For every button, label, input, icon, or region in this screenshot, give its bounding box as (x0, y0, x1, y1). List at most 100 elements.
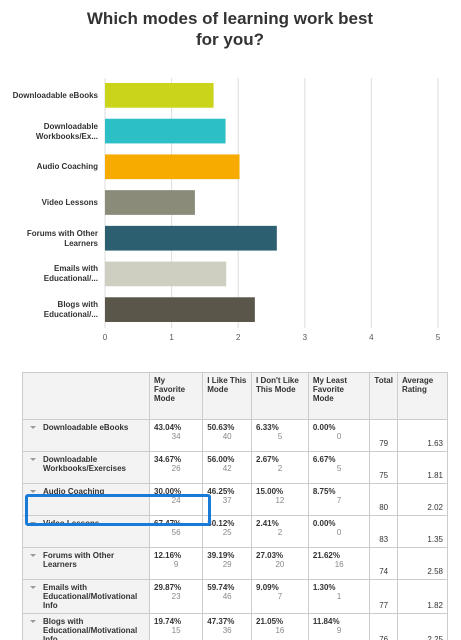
total-cell: 80 (369, 483, 398, 516)
average-cell: 1.35 (396, 515, 449, 548)
bar (105, 83, 214, 108)
cell-count: 0 (336, 432, 342, 441)
category-label: Blogs with Educational/... (43, 300, 98, 320)
average-value: 2.58 (427, 567, 443, 576)
table-row: Blogs with Educational/Motivational Info… (22, 613, 449, 640)
table-cell: 15.00% 12 (251, 483, 309, 516)
corner-header (22, 372, 150, 420)
cell-percent: 30.12% (207, 519, 235, 528)
cell-percent: 29.87% (154, 583, 182, 592)
table-row: Audio Coaching 30.00% 24 46.25% 37 15.00% 12 8.… (22, 483, 449, 516)
cell-percent: 0.00% (312, 519, 336, 528)
column-header: I Don't Like This Mode (251, 372, 309, 420)
table-cell: 21.05% 16 (251, 613, 309, 640)
category-label: Video Lessons (41, 198, 98, 207)
average-cell: 1.63 (396, 419, 449, 452)
column-header: I Like This Mode (202, 372, 253, 420)
total-cell: 83 (369, 515, 398, 548)
table-cell: 50.63% 40 (202, 419, 253, 452)
cell-count: 20 (275, 560, 285, 569)
cell-count: 25 (222, 528, 232, 537)
cell-percent: 6.67% (312, 455, 336, 464)
bar (105, 118, 226, 144)
highlight-box (25, 494, 211, 526)
average-cell: 1.82 (396, 579, 449, 614)
cell-percent: 2.67% (256, 455, 279, 464)
cell-percent: 0.00% (312, 423, 336, 432)
cell-percent: 1.30% (312, 583, 336, 592)
table-cell: 29.87% 23 (148, 579, 204, 614)
cell-percent: 56.00% (207, 455, 235, 464)
chart-title: Which modes of learning work best for yo… (86, 9, 374, 49)
table-row: Downloadable eBooks 43.04% 34 50.63% 40 6.33%… (22, 419, 449, 452)
average-cell: 2.25 (396, 613, 449, 640)
column-header: My Favorite Mode (148, 372, 204, 420)
category-label: Downloadable Workbooks/Ex... (35, 121, 98, 141)
results-table: My Favorite Mode I Like This Mode I Don't … (22, 372, 449, 640)
table-cell: 11.84% 9 (307, 613, 371, 640)
table-cell: 59.74% 46 (202, 579, 253, 614)
x-tick-label: 4 (369, 333, 374, 342)
total-cell: 75 (369, 451, 398, 484)
cell-percent: 34.67% (154, 455, 182, 464)
cell-percent: 46.25% (207, 487, 235, 496)
x-tick-label: 2 (236, 333, 241, 342)
table-cell: 2.41% 2 (251, 515, 309, 548)
table-cell: 34.67% 26 (148, 451, 204, 484)
cell-count: 16 (275, 626, 285, 635)
cell-count: 23 (171, 592, 181, 601)
cell-count: 34 (171, 432, 181, 441)
total-value: 80 (379, 503, 389, 512)
row-label: Forums with Other Learners (22, 547, 150, 580)
table-cell: 43.04% 34 (148, 419, 204, 452)
cell-count: 42 (222, 464, 232, 473)
cell-count: 16 (334, 560, 344, 569)
bar (105, 190, 195, 215)
total-value: 75 (379, 471, 389, 480)
cell-percent: 47.37% (207, 617, 235, 626)
cell-count: 1 (336, 592, 342, 601)
category-label: Downloadable eBooks (12, 90, 98, 100)
cell-percent: 39.19% (207, 551, 235, 560)
x-tick-label: 1 (169, 333, 174, 342)
table-cell: 9.09% 7 (251, 579, 309, 614)
average-value: 2.02 (427, 503, 443, 512)
column-header: Average Rating (396, 372, 449, 420)
table-cell: 2.67% 2 (251, 451, 309, 484)
cell-count: 7 (336, 496, 342, 505)
total-cell: 74 (369, 547, 398, 580)
cell-count: 26 (171, 464, 181, 473)
cell-count: 7 (277, 592, 283, 601)
cell-percent: 30.00% (154, 487, 182, 496)
table-cell: 56.00% 42 (202, 451, 253, 484)
bar (105, 297, 255, 322)
column-header: My Least Favorite Mode (307, 372, 371, 420)
cell-percent: 12.16% (154, 551, 182, 560)
average-value: 1.81 (427, 471, 443, 480)
cell-count: 40 (222, 432, 232, 441)
table-row: Forums with Other Learners 12.16% 9 39.19% 2… (22, 547, 449, 580)
cell-count: 0 (336, 528, 342, 537)
average-cell: 2.58 (396, 547, 449, 580)
table-cell: 8.75% 7 (307, 483, 371, 516)
row-label: Video Lessons (22, 515, 150, 548)
cell-percent: 6.33% (256, 423, 279, 432)
cell-percent: 9.09% (256, 583, 279, 592)
average-cell: 2.02 (396, 483, 449, 516)
category-label: Emails with Educational/... (43, 264, 98, 284)
x-tick-label: 0 (103, 333, 108, 342)
cell-count: 5 (277, 432, 283, 441)
table-cell: 30.00% 24 (148, 483, 204, 516)
cell-count: 9 (336, 626, 342, 635)
table-cell: 21.62% 16 (307, 547, 371, 580)
row-label: Emails with Educational/Motivational Inf… (22, 579, 150, 614)
cell-count: 29 (222, 560, 232, 569)
x-tick-label: 3 (303, 333, 308, 342)
average-value: 1.63 (427, 439, 443, 448)
cell-percent: 19.74% (154, 617, 182, 626)
bar (105, 261, 227, 287)
bar (105, 154, 240, 180)
cell-count: 2 (277, 528, 283, 537)
table-cell: 47.37% 36 (202, 613, 253, 640)
